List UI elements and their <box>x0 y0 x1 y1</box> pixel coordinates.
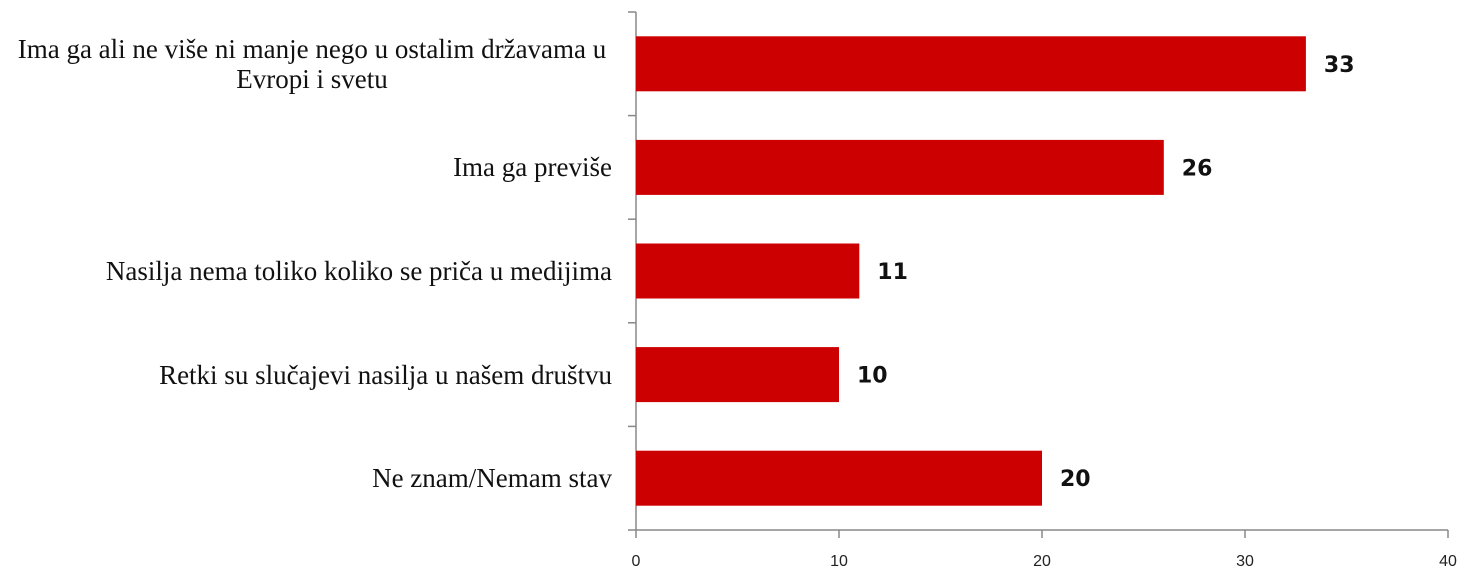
bar <box>636 36 1306 92</box>
y-tick-label: Ne znam/Nemam stav <box>372 463 612 494</box>
x-tick-label: 20 <box>1033 553 1051 570</box>
y-tick-label: Ima ga ali ne više ni manje nego u ostal… <box>17 33 607 94</box>
value-label: 20 <box>1060 467 1091 492</box>
bar <box>636 347 839 403</box>
bar <box>636 139 1164 195</box>
bar <box>636 243 860 299</box>
x-tick-label: 30 <box>1236 553 1254 570</box>
value-label: 11 <box>877 260 908 285</box>
category-label-box: Ne znam/Nemam stav <box>0 463 612 493</box>
category-label-box: Ima ga previše <box>0 152 612 182</box>
x-tick-label: 0 <box>632 553 641 570</box>
value-label: 26 <box>1182 156 1213 181</box>
value-label: 33 <box>1324 53 1355 78</box>
y-tick-label: Ima ga previše <box>453 152 612 183</box>
category-label-box: Retki su slučajevi nasilja u našem društ… <box>0 360 612 390</box>
bar <box>636 450 1042 506</box>
category-label-box: Ima ga ali ne više ni manje nego u ostal… <box>0 34 612 94</box>
category-label-box: Nasilja nema toliko koliko se priča u me… <box>0 256 612 286</box>
y-tick-label: Retki su slučajevi nasilja u našem društ… <box>159 359 612 390</box>
value-label: 10 <box>857 364 888 389</box>
y-tick-label: Nasilja nema toliko koliko se priča u me… <box>105 256 612 286</box>
x-tick-label: 10 <box>830 553 848 570</box>
x-tick-label: 40 <box>1439 553 1457 570</box>
